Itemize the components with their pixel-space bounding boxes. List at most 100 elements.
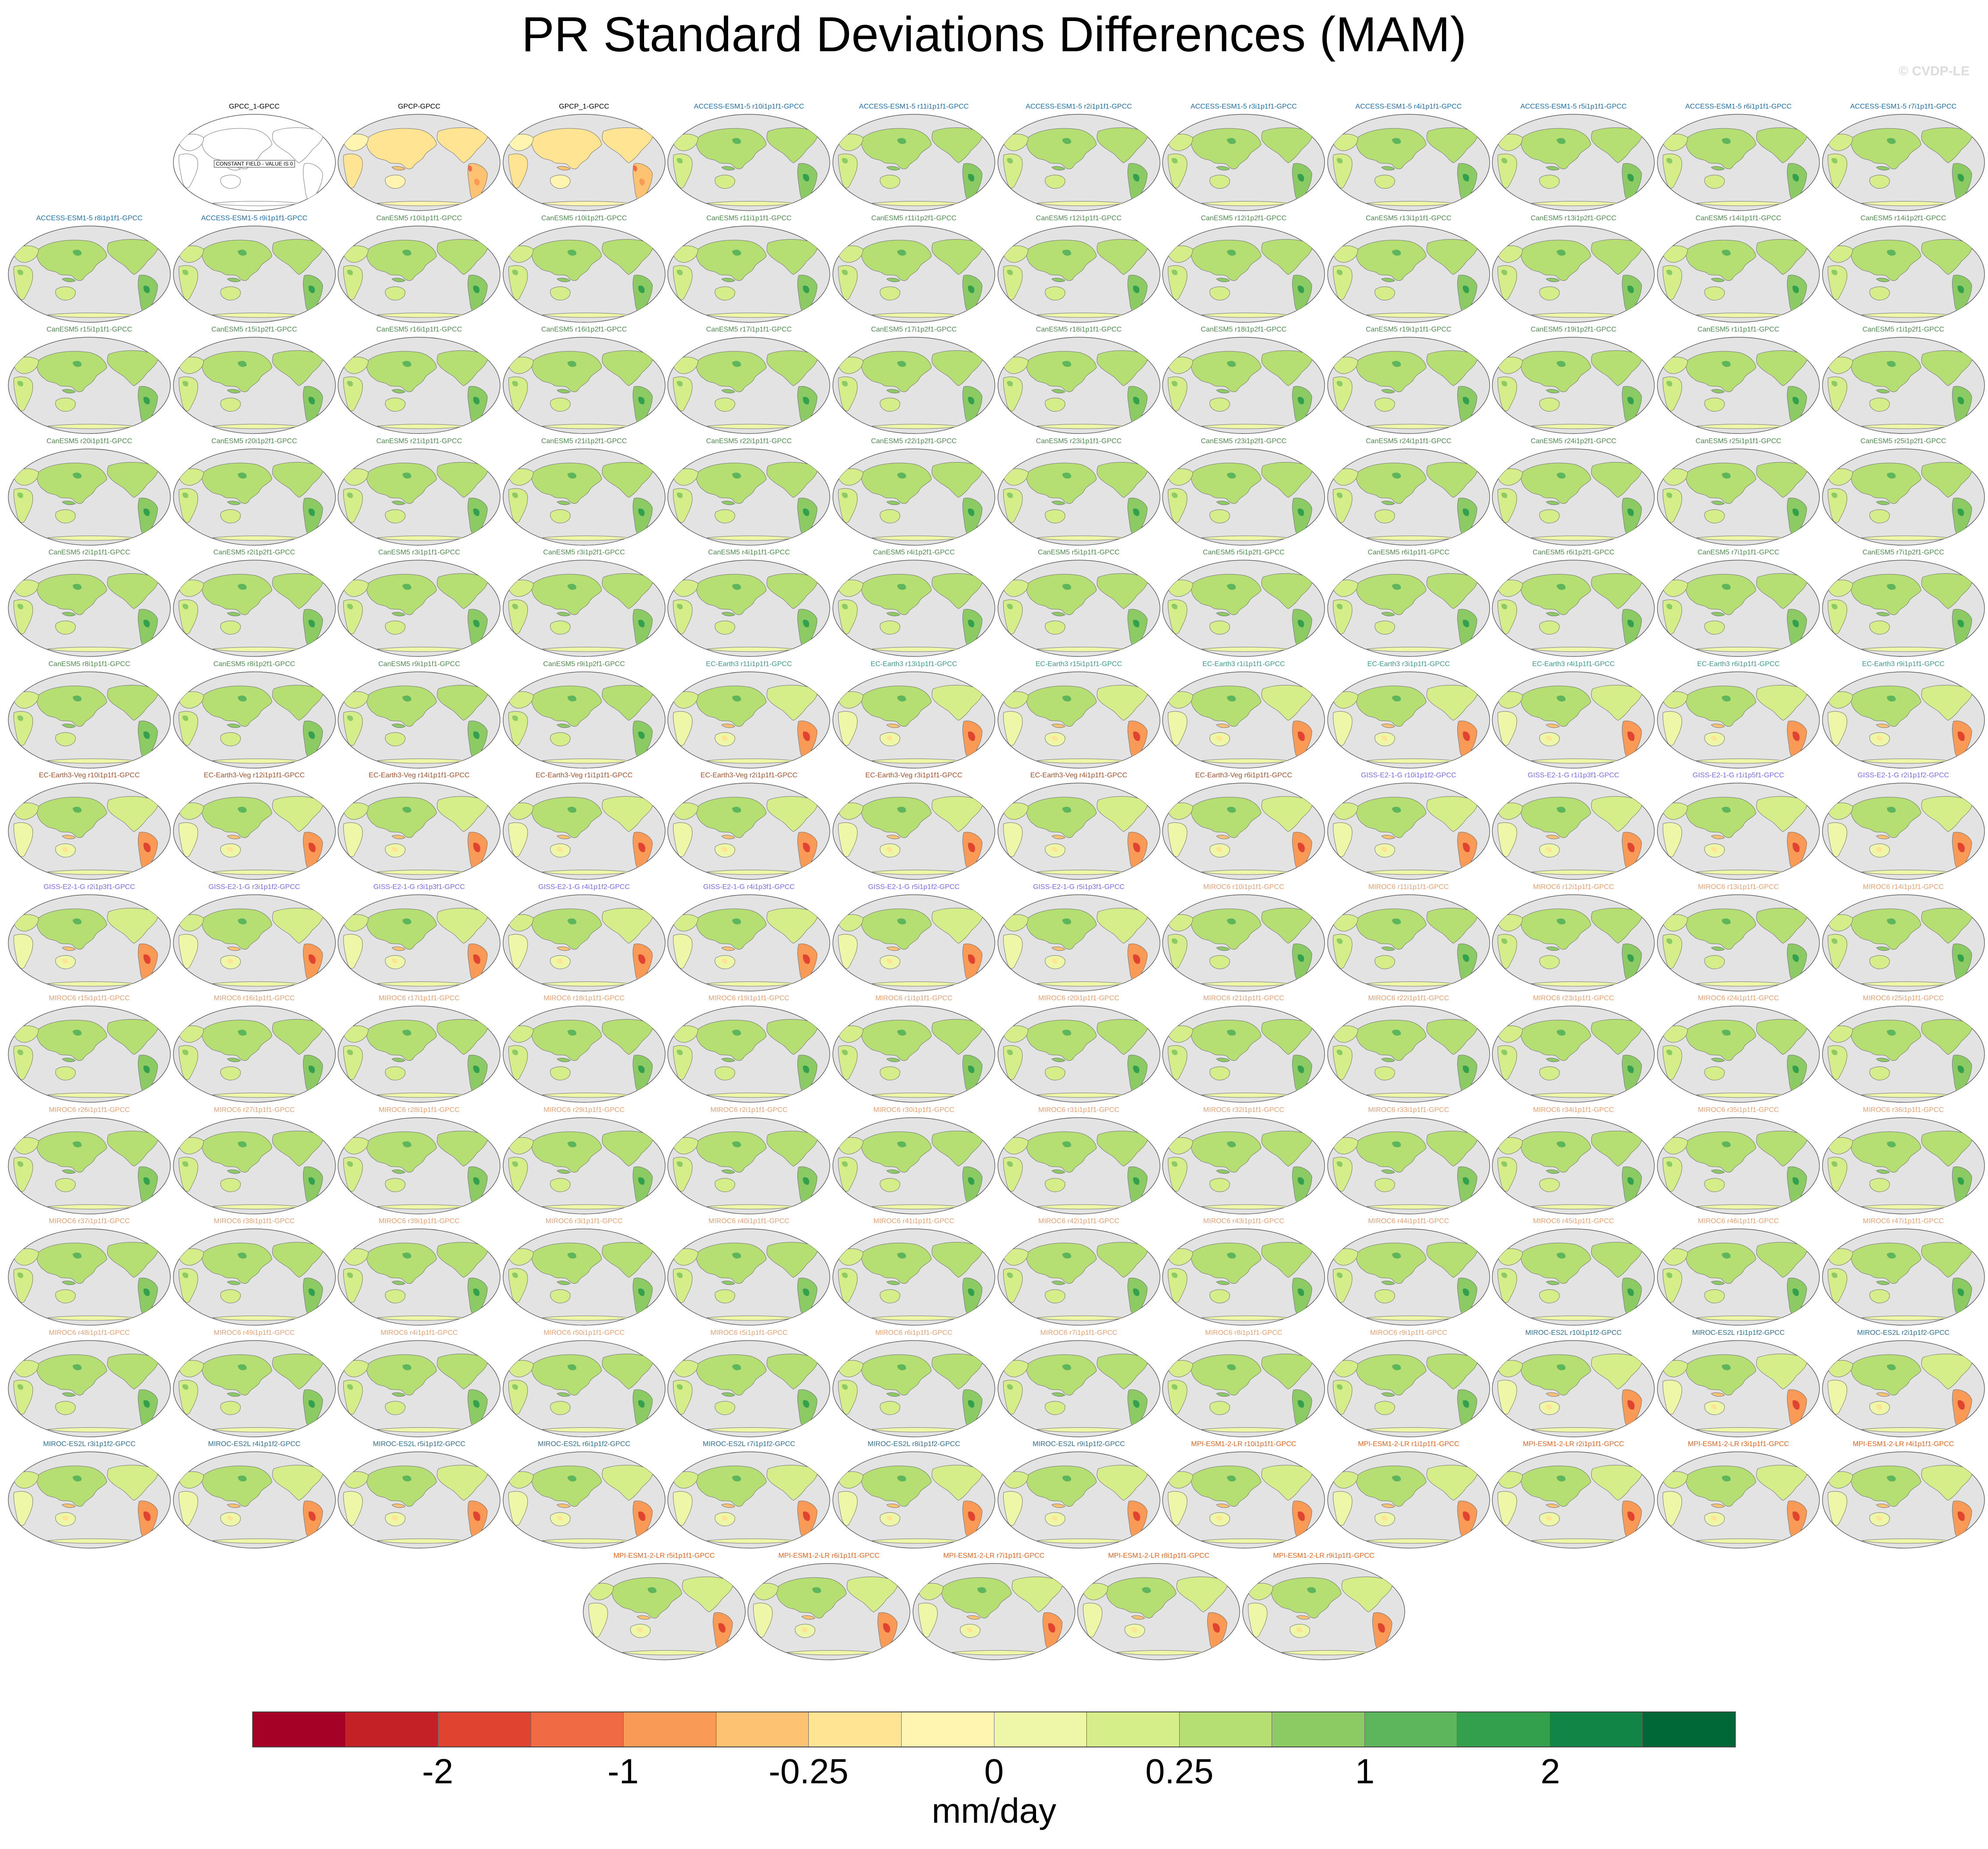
panel-title: EC-Earth3-Veg r12i1p1f1-GPCC — [204, 772, 305, 779]
land-australia — [1044, 286, 1065, 300]
value-patch — [677, 1161, 683, 1167]
land-europe — [1827, 468, 1853, 486]
land-asia — [1356, 128, 1427, 169]
map-panel: CanESM5 r3i1p2f1-GPCC — [502, 548, 666, 658]
land-asia — [531, 797, 602, 838]
world-map — [8, 1340, 171, 1437]
panel-title: EC-Earth3-Veg r2i1p1f1-GPCC — [700, 772, 798, 779]
land-indonesia — [1711, 1281, 1725, 1285]
panel-title: ACCESS-ESM1-5 r4i1p1f1-GPCC — [1355, 103, 1462, 110]
land-europe — [1497, 1025, 1523, 1043]
map-panel: MIROC6 r2i1p1f1-GPCC — [666, 1106, 831, 1215]
land-south-america — [632, 1166, 653, 1204]
land-asia — [1686, 1020, 1756, 1061]
panel-title: MPI-ESM1-2-LR r2i1p1f1-GPCC — [1523, 1440, 1624, 1448]
value-patch — [402, 1475, 412, 1482]
land-south-america — [1127, 1055, 1148, 1093]
land-indonesia — [1216, 835, 1230, 840]
map-panel: GPCP-GPCC — [337, 102, 501, 212]
land-indonesia — [886, 500, 900, 505]
value-patch — [1628, 954, 1634, 962]
land-indonesia — [886, 612, 900, 617]
world-map — [1162, 1006, 1325, 1103]
value-patch — [638, 397, 645, 405]
land-asia — [696, 351, 767, 392]
value-patch — [1957, 508, 1964, 516]
value-patch — [1133, 1511, 1140, 1521]
world-map — [173, 225, 336, 323]
land-europe — [1082, 1583, 1108, 1600]
land-asia — [1026, 1354, 1097, 1395]
land-south-america — [797, 1055, 818, 1093]
value-patch — [1886, 807, 1896, 813]
land-south-america — [468, 1389, 488, 1427]
panel-title: CanESM5 r25i1p2f1-GPCC — [1860, 437, 1946, 445]
value-patch — [1133, 731, 1140, 741]
land-australia — [1539, 175, 1560, 189]
land-asia — [1191, 1354, 1262, 1395]
panel-title: MIROC6 r35i1p1f1-GPCC — [1698, 1106, 1779, 1114]
land-greenland — [149, 567, 167, 576]
land-asia — [1191, 908, 1262, 949]
value-patch — [1666, 603, 1673, 610]
land-asia — [201, 1354, 272, 1395]
value-patch — [17, 269, 24, 275]
land-asia — [37, 685, 107, 727]
value-patch — [803, 1288, 810, 1296]
value-patch — [182, 492, 188, 498]
value-patch — [842, 1384, 848, 1390]
land-asia — [696, 574, 767, 615]
world-map — [832, 1340, 995, 1437]
map-panel: MIROC6 r24i1p1f1-GPCC — [1656, 994, 1821, 1104]
land-africa — [1003, 934, 1022, 969]
value-patch — [1628, 1400, 1635, 1410]
land-asia — [1851, 797, 1921, 838]
land-indonesia — [556, 723, 571, 728]
land-asia — [37, 908, 107, 949]
land-asia — [531, 240, 602, 281]
map-panel: MIROC6 r47i1p1f1-GPCC — [1821, 1217, 1986, 1327]
value-patch — [1886, 584, 1896, 590]
land-greenland — [888, 1570, 906, 1580]
value-patch — [512, 715, 518, 721]
land-europe — [508, 914, 534, 932]
value-patch — [883, 1623, 890, 1633]
land-greenland — [1138, 233, 1156, 242]
land-asia — [367, 128, 437, 169]
map-panel: CanESM5 r15i1p1f1-GPCC — [7, 325, 172, 435]
land-australia — [1375, 621, 1395, 635]
panel-title: GISS-E2-1-G r5i1p1f2-GPCC — [868, 883, 960, 891]
world-map — [832, 1451, 995, 1549]
land-asia — [861, 908, 932, 949]
land-asia — [201, 1020, 272, 1061]
value-patch — [677, 381, 683, 387]
world-map — [1492, 337, 1655, 434]
colorbar-tick-label: 0 — [984, 1752, 1004, 1791]
land-asia — [1521, 128, 1591, 169]
land-asia — [531, 1131, 602, 1172]
land-asia — [37, 1354, 107, 1395]
land-europe — [672, 579, 698, 597]
map-panel: GISS-E2-1-G r4i1p3f1-GPCC — [666, 883, 831, 992]
land-australia — [1375, 286, 1395, 300]
land-asia — [1356, 462, 1427, 504]
land-south-america — [137, 275, 158, 312]
colorbar-swatch — [716, 1712, 809, 1747]
land-asia — [696, 128, 767, 169]
land-indonesia — [391, 1169, 406, 1174]
panel-title: MIROC6 r20i1p1f1-GPCC — [1038, 995, 1120, 1002]
land-south-america — [1292, 1166, 1312, 1204]
land-australia — [1704, 1066, 1725, 1080]
map-panel: ACCESS-ESM1-5 r7i1p1f1-GPCC — [1821, 102, 1986, 212]
land-australia — [1869, 955, 1890, 969]
land-africa — [838, 822, 858, 857]
land-australia — [880, 1289, 900, 1303]
panel-title: CanESM5 r7i1p2f1-GPCC — [1862, 549, 1944, 556]
land-indonesia — [1546, 277, 1560, 282]
map-panel: MIROC6 r33i1p1f1-GPCC — [1326, 1106, 1491, 1215]
value-patch — [143, 1066, 150, 1073]
land-europe — [342, 1471, 369, 1489]
value-patch — [73, 918, 82, 924]
land-greenland — [644, 679, 662, 688]
land-south-america — [1952, 609, 1972, 647]
